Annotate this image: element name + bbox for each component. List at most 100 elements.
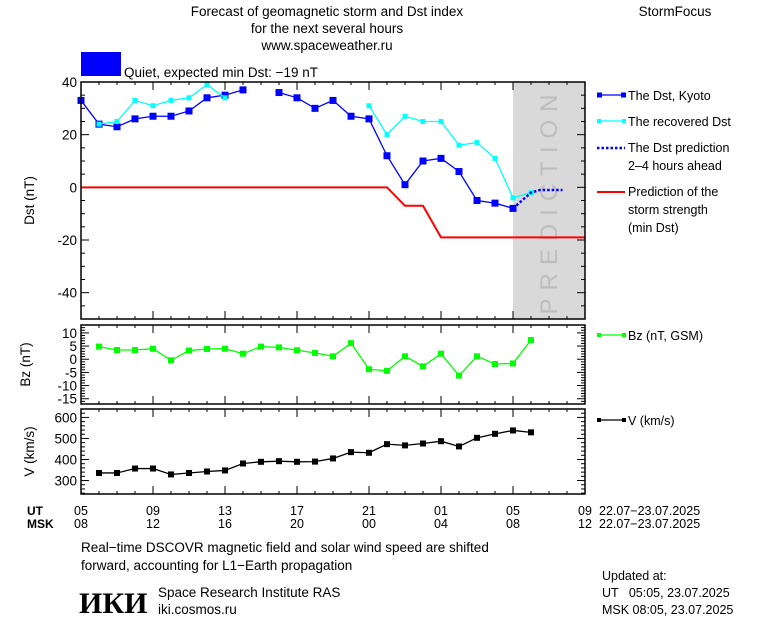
series-dst-kyoto bbox=[77, 86, 517, 212]
legend-label-prediction-line2: 2–4 hours ahead bbox=[628, 159, 722, 173]
data-point-v bbox=[384, 441, 390, 448]
data-point-v bbox=[348, 449, 354, 456]
ut-tick-label: 17 bbox=[290, 504, 304, 518]
msk-tick-label: 16 bbox=[218, 517, 232, 531]
data-point-dst-kyoto bbox=[275, 89, 283, 97]
prediction-zone bbox=[513, 82, 585, 319]
ut-tick-label: 21 bbox=[362, 504, 376, 518]
data-point-dst-kyoto bbox=[365, 115, 373, 123]
brand-name: StormFocus bbox=[639, 4, 712, 19]
ut-tick-label: 09 bbox=[146, 504, 160, 518]
data-point-bz bbox=[150, 345, 156, 352]
data-point-v bbox=[114, 469, 120, 476]
updated-ut: UT 05:05, 23.07.2025 bbox=[602, 586, 730, 600]
data-point-dst-kyoto bbox=[221, 91, 229, 99]
data-point-recovered-dst bbox=[150, 103, 156, 109]
y-tick-label: 600 bbox=[54, 410, 77, 425]
data-point-v bbox=[150, 465, 156, 472]
data-point-dst-kyoto bbox=[167, 112, 175, 120]
data-point-bz bbox=[492, 360, 498, 367]
msk-tick-label: 08 bbox=[74, 517, 88, 531]
chart-title-line2: for the next several hours bbox=[251, 21, 404, 36]
data-point-bz bbox=[312, 349, 318, 356]
data-point-dst-kyoto bbox=[455, 168, 463, 176]
data-point-recovered-dst bbox=[168, 97, 174, 103]
series-line-dst-kyoto bbox=[80, 89, 244, 128]
legend-item-v: V (km/s) bbox=[597, 414, 675, 428]
data-point-recovered-dst bbox=[132, 97, 138, 103]
ut-tick-label: 09 bbox=[578, 504, 592, 518]
data-point-recovered-dst bbox=[438, 119, 444, 124]
y-axis-label: V (km/s) bbox=[22, 426, 37, 476]
data-point-bz bbox=[348, 340, 354, 347]
legend-item-storm-strength: Prediction of the storm strength (min Ds… bbox=[597, 185, 718, 235]
msk-tick-label: 20 bbox=[290, 517, 304, 531]
data-point-recovered-dst bbox=[222, 95, 228, 101]
series-line-bz bbox=[98, 339, 532, 377]
legend-item-bz: Bz (nT, GSM) bbox=[597, 329, 703, 343]
panel-dst-kyoto: PREDICTION 40 20 0 -20 -40 Dst (nT) bbox=[22, 75, 586, 320]
data-point-dst-kyoto bbox=[203, 94, 211, 102]
series-line-recovered-dst bbox=[368, 105, 532, 199]
legend-label-storm-line2: storm strength bbox=[628, 203, 708, 217]
data-point-bz bbox=[222, 345, 228, 352]
iki-logo: ИКИ bbox=[79, 587, 147, 620]
website-link[interactable]: www.spaceweather.ru bbox=[260, 38, 392, 53]
legend: The Dst, Kyoto The recovered Dst The Dst… bbox=[597, 89, 731, 428]
data-point-v bbox=[276, 458, 282, 465]
data-point-bz bbox=[132, 347, 138, 354]
series-line-v bbox=[99, 429, 532, 476]
data-point-v bbox=[420, 440, 426, 447]
data-point-bz bbox=[366, 366, 372, 373]
data-point-bz bbox=[402, 353, 408, 360]
legend-item-recovered-dst: The recovered Dst bbox=[597, 115, 731, 129]
msk-tick-label: 12 bbox=[578, 517, 592, 531]
y-tick-label: 0 bbox=[69, 180, 77, 195]
y-tick-label: 20 bbox=[62, 128, 77, 143]
series-recovered-dst bbox=[96, 82, 534, 201]
y-tick-label: 400 bbox=[54, 452, 77, 467]
msk-tick-label: 08 bbox=[506, 517, 520, 531]
data-point-dst-kyoto bbox=[239, 86, 247, 94]
ut-tick-label: 05 bbox=[74, 504, 88, 518]
series-v bbox=[96, 427, 534, 478]
ut-axis-label: UT bbox=[27, 504, 44, 518]
data-point-bz bbox=[258, 343, 264, 350]
series-bz bbox=[96, 337, 534, 379]
legend-label-storm-line3: (min Dst) bbox=[628, 221, 679, 235]
y-tick-label: 500 bbox=[54, 431, 77, 446]
msk-tick-label: 00 bbox=[362, 517, 376, 531]
data-point-v bbox=[528, 429, 534, 436]
data-point-bz bbox=[330, 353, 336, 360]
data-point-dst-kyoto bbox=[401, 181, 409, 189]
data-point-dst-kyoto bbox=[113, 123, 121, 131]
y-tick-label: 10 bbox=[62, 326, 77, 341]
series-dst-prediction bbox=[512, 188, 563, 210]
data-point-dst-kyoto bbox=[149, 112, 157, 120]
series-storm-strength bbox=[81, 186, 585, 239]
y-tick-label: -20 bbox=[57, 233, 77, 248]
data-point-dst-kyoto bbox=[437, 154, 445, 162]
data-point-bz bbox=[168, 357, 174, 364]
data-point-dst-kyoto bbox=[329, 96, 337, 104]
data-point-dst-kyoto bbox=[311, 104, 319, 112]
legend-label-prediction-line1: The Dst prediction bbox=[628, 141, 729, 155]
data-point-dst-kyoto bbox=[131, 115, 139, 123]
data-point-bz bbox=[474, 353, 480, 360]
data-point-dst-kyoto bbox=[419, 157, 427, 165]
institute-site-link[interactable]: iki.cosmos.ru bbox=[158, 602, 237, 617]
legend-item-dst-prediction: The Dst prediction 2–4 hours ahead bbox=[597, 141, 729, 173]
data-point-recovered-dst bbox=[204, 82, 210, 88]
chart-title-line1: Forecast of geomagnetic storm and Dst in… bbox=[191, 4, 464, 19]
data-point-v bbox=[258, 458, 264, 465]
ut-date-range: 22.07−23.07.2025 bbox=[599, 504, 700, 518]
data-point-bz bbox=[186, 347, 192, 354]
data-point-bz bbox=[240, 350, 246, 357]
data-point-bz bbox=[384, 367, 390, 374]
data-point-v bbox=[168, 471, 174, 478]
data-point-v bbox=[474, 434, 480, 441]
data-point-recovered-dst bbox=[492, 155, 498, 161]
plot-frame bbox=[80, 408, 586, 495]
